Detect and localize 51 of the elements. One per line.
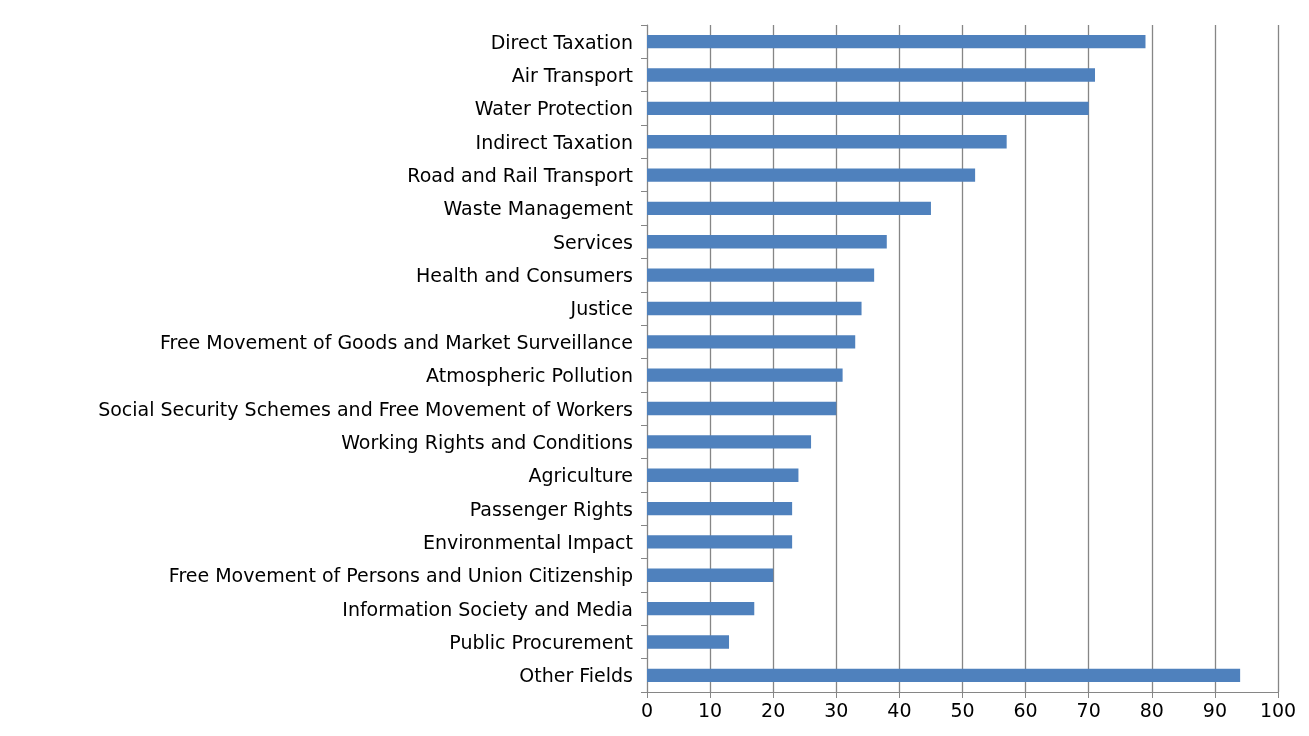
bar xyxy=(647,401,837,416)
x-tick-label: 60 xyxy=(1013,698,1038,721)
bar xyxy=(647,235,887,249)
bar xyxy=(647,535,793,549)
y-tick-label: Information Society and Media xyxy=(342,597,633,620)
x-tick-label: 10 xyxy=(698,698,723,721)
x-tick-label: 100 xyxy=(1259,698,1297,721)
bar xyxy=(647,68,1096,82)
y-tick-label: Road and Rail Transport xyxy=(407,164,633,187)
bar xyxy=(647,168,976,182)
x-tick-label: 0 xyxy=(640,698,654,721)
y-tick-label: Public Procurement xyxy=(449,630,633,653)
y-tick-label: Indirect Taxation xyxy=(475,130,633,153)
x-tick-label: 80 xyxy=(1139,698,1164,721)
y-tick-label: Free Movement of Persons and Union Citizenship xyxy=(168,564,633,587)
bar xyxy=(647,368,843,382)
bar xyxy=(647,335,856,349)
bar xyxy=(647,668,1241,682)
y-tick-label: Other Fields xyxy=(519,664,633,687)
bar xyxy=(647,501,793,516)
bar xyxy=(647,601,755,616)
y-tick-label: Passenger Rights xyxy=(469,497,633,520)
y-tick-label: Health and Consumers xyxy=(416,264,633,287)
bar xyxy=(647,468,799,482)
y-tick-label: Waste Management xyxy=(443,197,633,220)
bar xyxy=(647,268,875,282)
bar xyxy=(647,201,931,216)
y-tick-label: Social Security Schemes and Free Movement of Workers xyxy=(98,397,633,420)
y-tick-label: Direct Taxation xyxy=(490,30,633,53)
y-tick-label: Services xyxy=(552,230,633,253)
bar xyxy=(647,301,862,316)
y-tick-label: Water Protection xyxy=(474,97,633,120)
x-tick-label: 70 xyxy=(1076,698,1101,721)
y-tick-label: Justice xyxy=(569,297,633,320)
y-tick-label: Atmospheric Pollution xyxy=(426,364,633,387)
bar xyxy=(647,101,1089,116)
x-tick-label: 30 xyxy=(824,698,849,721)
x-tick-label: 20 xyxy=(761,698,786,721)
x-tick-label: 50 xyxy=(950,698,975,721)
bar xyxy=(647,135,1007,149)
x-tick-label: 40 xyxy=(887,698,912,721)
y-tick-label: Agriculture xyxy=(528,464,633,487)
y-tick-label: Free Movement of Goods and Market Surveillance xyxy=(159,330,633,353)
bar xyxy=(647,35,1146,49)
bar xyxy=(647,635,730,649)
y-tick-label: Working Rights and Conditions xyxy=(341,430,633,453)
x-tick-label: 90 xyxy=(1202,698,1227,721)
y-tick-label: Air Transport xyxy=(511,64,633,87)
bar xyxy=(647,435,812,449)
bar xyxy=(647,568,774,582)
y-tick-label: Environmental Impact xyxy=(423,530,633,553)
